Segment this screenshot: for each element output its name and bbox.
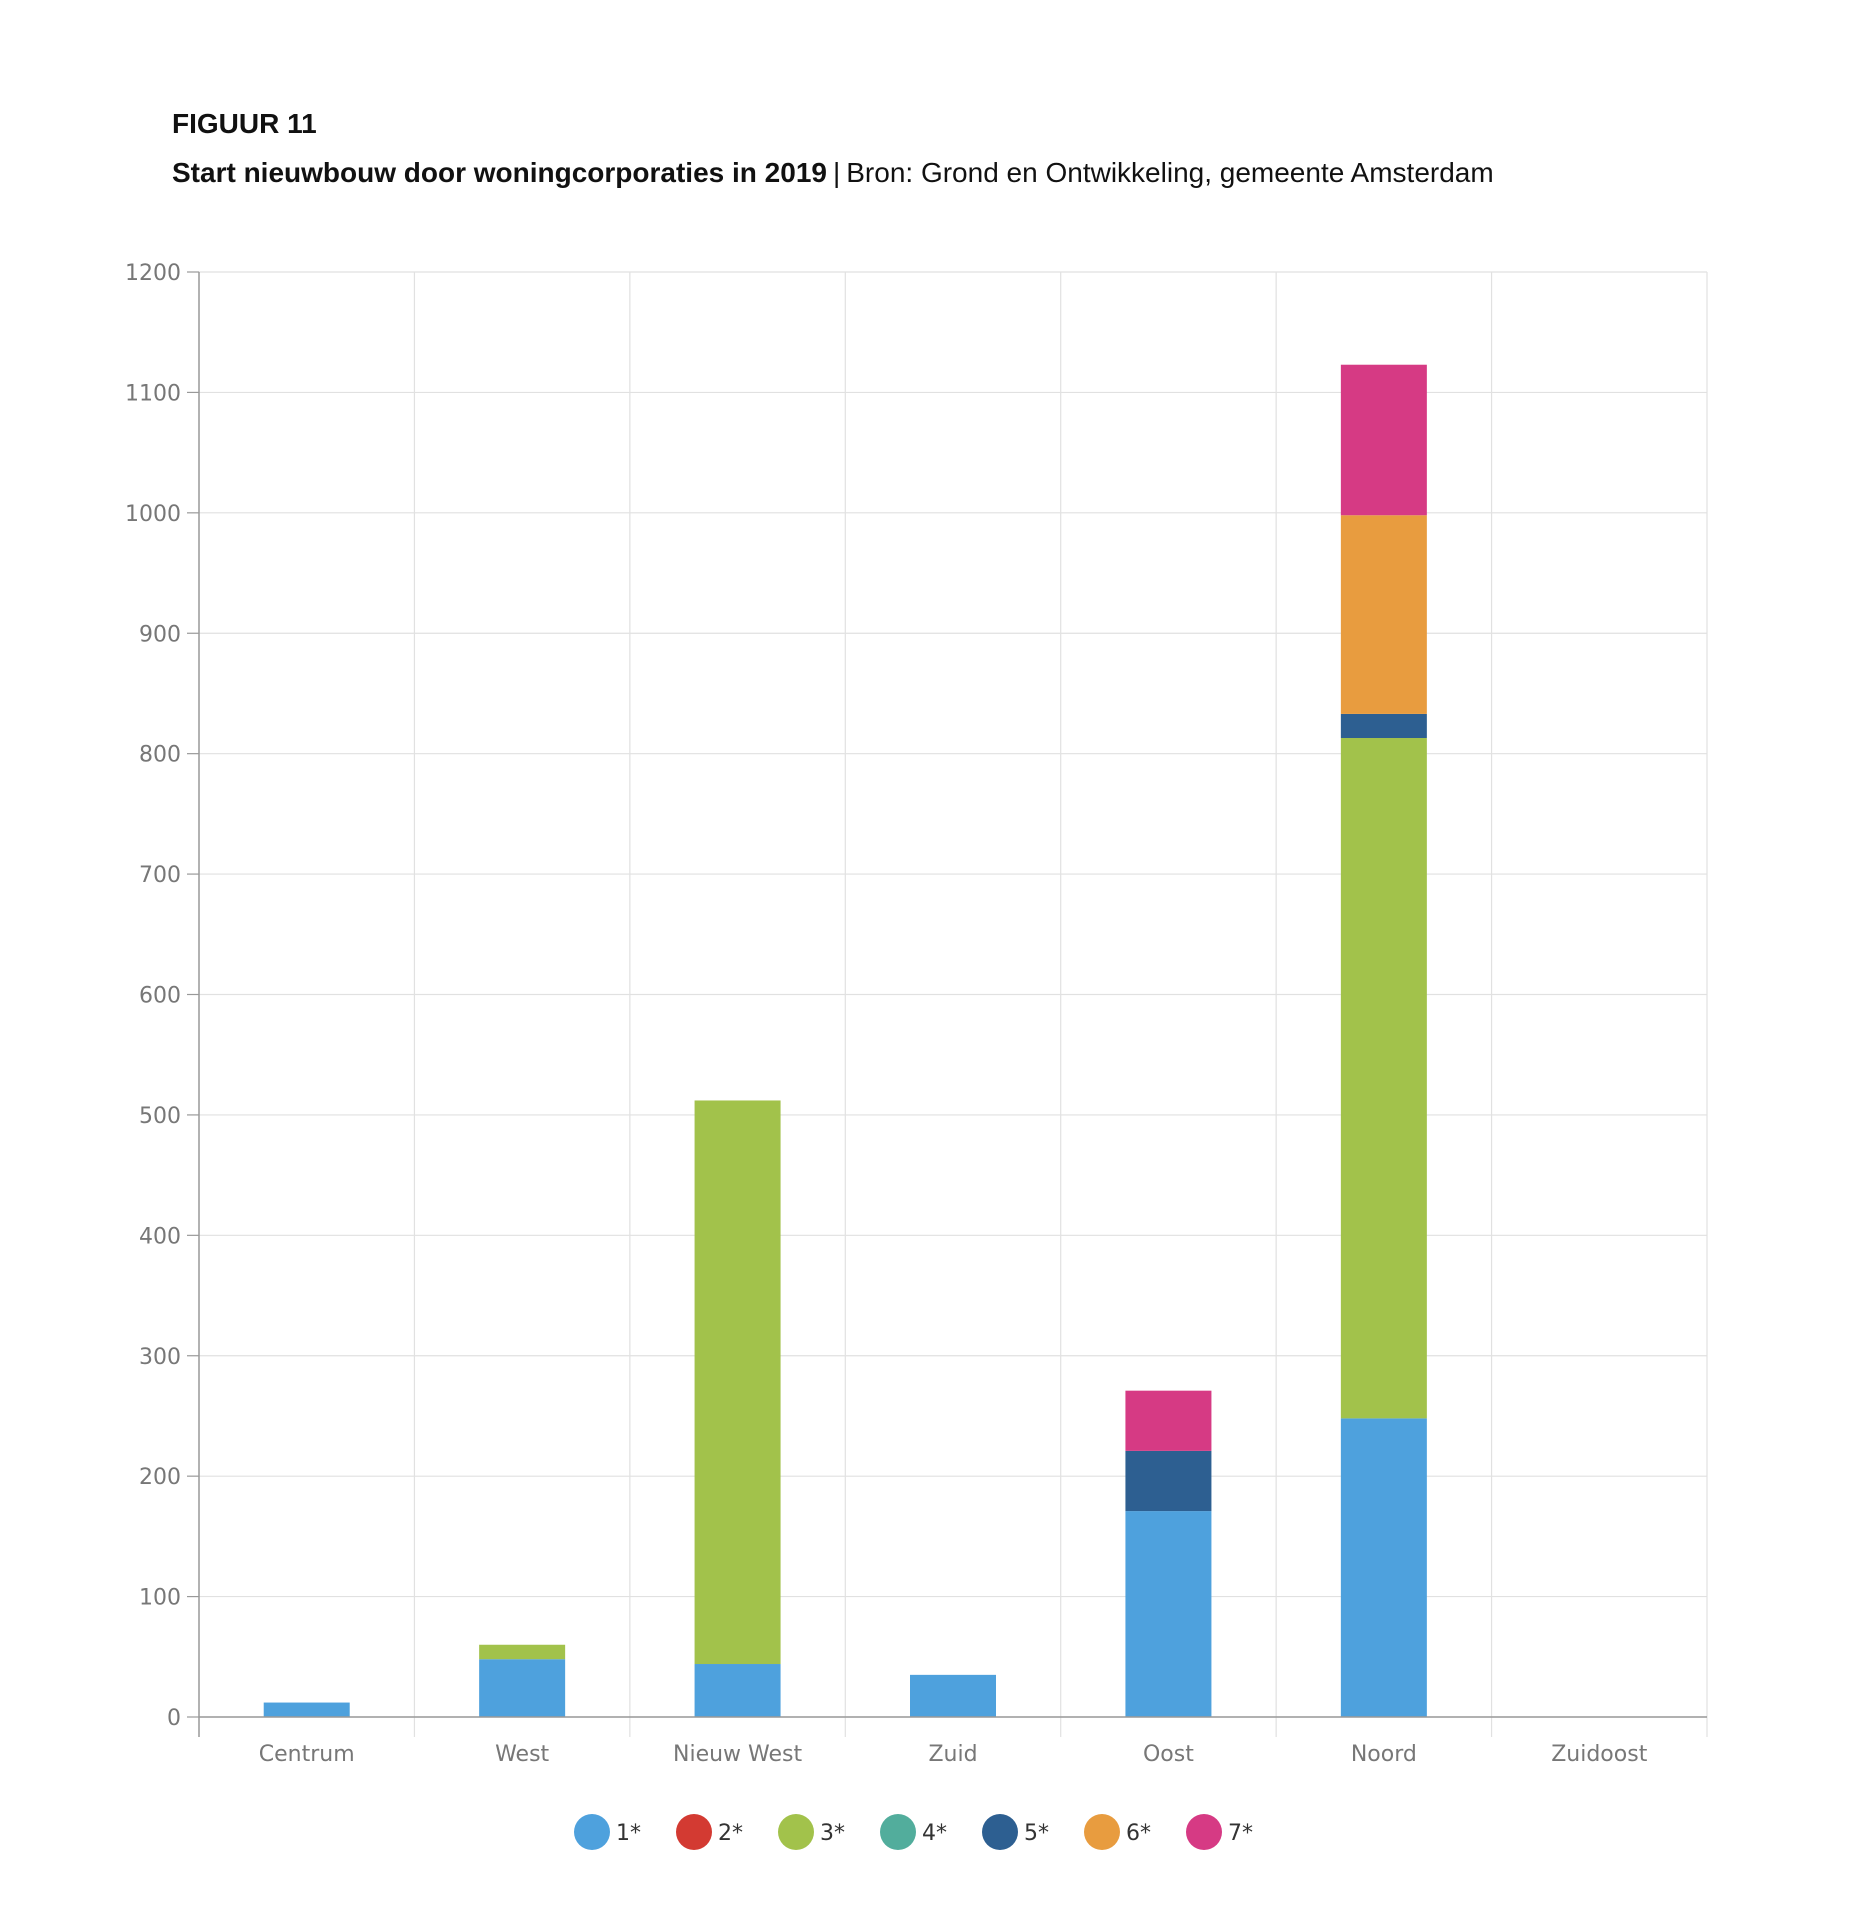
bar-segment bbox=[910, 1674, 996, 1717]
legend-label: 4* bbox=[922, 1821, 947, 1846]
bar-segment bbox=[1340, 364, 1427, 516]
legend-label: 2* bbox=[718, 1821, 743, 1846]
y-tick-label: 500 bbox=[139, 1104, 181, 1129]
y-tick-label: 1000 bbox=[125, 502, 181, 527]
bar-segment bbox=[1125, 1511, 1212, 1717]
figure-title-main: Start nieuwbouw door woningcorporaties i… bbox=[172, 157, 827, 188]
bar-segment bbox=[694, 1664, 781, 1717]
bar-segment bbox=[1340, 515, 1427, 714]
legend-marker bbox=[778, 1814, 814, 1850]
y-tick-label: 600 bbox=[139, 984, 181, 1009]
x-tick-label: Noord bbox=[1351, 1742, 1417, 1767]
bar-segment bbox=[1125, 1390, 1212, 1451]
y-tick-label: 800 bbox=[139, 743, 181, 768]
bar-segment bbox=[1340, 738, 1427, 1419]
x-tick-label: Nieuw West bbox=[673, 1742, 802, 1767]
figure-label: FIGUUR 11 bbox=[172, 108, 317, 139]
y-tick-label: 400 bbox=[139, 1224, 181, 1249]
legend-marker bbox=[574, 1814, 610, 1850]
bar-segment bbox=[694, 1100, 781, 1665]
figure-title: Start nieuwbouw door woningcorporaties i… bbox=[172, 157, 1494, 189]
y-tick-label: 0 bbox=[167, 1706, 181, 1731]
legend-marker bbox=[676, 1814, 712, 1850]
figure-source: Bron: Grond en Ontwikkeling, gemeente Am… bbox=[846, 157, 1494, 188]
title-separator: | bbox=[832, 157, 841, 188]
y-tick-label: 1200 bbox=[125, 261, 181, 286]
legend-marker bbox=[1084, 1814, 1120, 1850]
bar-segment bbox=[263, 1702, 350, 1717]
y-tick-label: 200 bbox=[139, 1465, 181, 1490]
legend-label: 1* bbox=[616, 1821, 641, 1846]
y-tick-label: 1100 bbox=[125, 381, 181, 406]
y-tick-label: 900 bbox=[139, 622, 181, 647]
bar-segment bbox=[479, 1659, 566, 1717]
x-tick-label: Centrum bbox=[259, 1742, 355, 1767]
y-tick-label: 300 bbox=[139, 1345, 181, 1370]
legend-label: 7* bbox=[1228, 1821, 1253, 1846]
legend-label: 5* bbox=[1024, 1821, 1049, 1846]
legend-marker bbox=[982, 1814, 1018, 1850]
bar-segment bbox=[1340, 1418, 1427, 1717]
x-tick-label: Zuidoost bbox=[1551, 1742, 1647, 1767]
y-tick-label: 700 bbox=[139, 863, 181, 888]
bar-segment bbox=[1340, 713, 1427, 739]
y-tick-label: 100 bbox=[139, 1586, 181, 1611]
x-tick-label: Zuid bbox=[928, 1742, 977, 1767]
x-tick-label: Oost bbox=[1143, 1742, 1194, 1767]
legend-label: 3* bbox=[820, 1821, 845, 1846]
legend-label: 6* bbox=[1126, 1821, 1151, 1846]
legend-marker bbox=[880, 1814, 916, 1850]
legend-marker bbox=[1186, 1814, 1222, 1850]
x-tick-label: West bbox=[495, 1742, 549, 1767]
bar-segment bbox=[479, 1644, 566, 1660]
bar-segment bbox=[1125, 1450, 1212, 1512]
